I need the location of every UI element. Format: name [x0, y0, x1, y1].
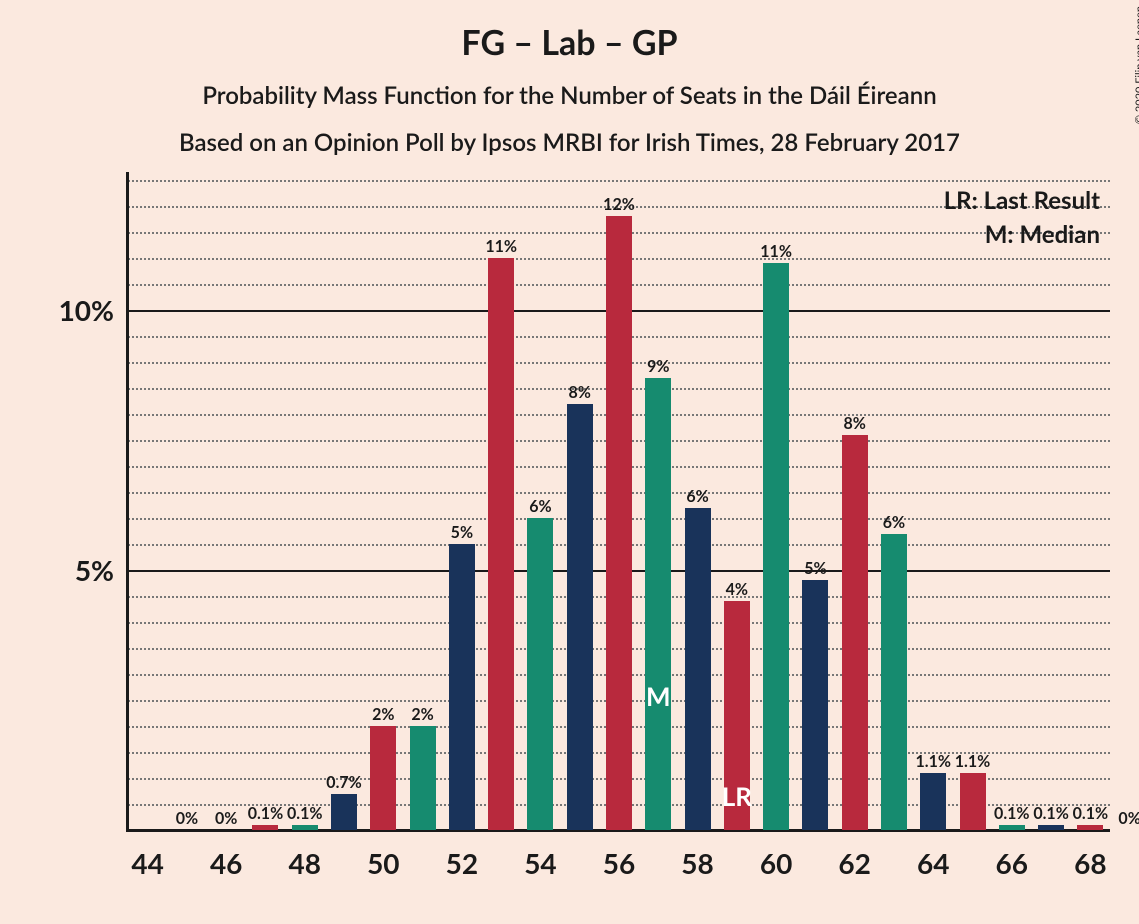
legend-m: M: Median — [985, 220, 1100, 249]
bar-value-label: 11% — [485, 237, 517, 258]
bar-value-label: 12% — [603, 195, 635, 216]
bar: 6% — [881, 534, 907, 830]
x-tick-label: 54 — [524, 830, 556, 880]
bar: 1.1% — [920, 773, 946, 830]
bar: 11% — [488, 258, 514, 830]
bar-value-label: 0% — [176, 809, 198, 830]
bar-inner-label: M — [646, 680, 671, 712]
bar-value-label: 6% — [529, 497, 551, 518]
bar: 0.1% — [252, 825, 278, 830]
bar-value-label: 5% — [804, 559, 826, 580]
chart-subtitle-1: Probability Mass Function for the Number… — [0, 63, 1139, 110]
x-tick-label: 66 — [996, 830, 1028, 880]
bar: 2% — [410, 726, 436, 830]
bar: 6% — [527, 518, 553, 830]
bar-value-label: 11% — [760, 242, 792, 263]
bar-value-label: 4% — [726, 580, 748, 601]
x-tick-label: 48 — [289, 830, 321, 880]
y-tick-label: 5% — [75, 553, 128, 587]
bar: 0.1% — [292, 825, 318, 830]
y-axis — [126, 172, 129, 832]
chart-subtitle-2: Based on an Opinion Poll by Ipsos MRBI f… — [0, 110, 1139, 157]
x-tick-label: 44 — [131, 830, 163, 880]
bar-value-label: 2% — [411, 705, 433, 726]
bar-value-label: 0.1% — [1033, 804, 1068, 825]
bar: 2% — [370, 726, 396, 830]
bar-value-label: 0% — [1118, 809, 1139, 830]
bar: 12% — [606, 216, 632, 830]
bar: 6% — [685, 508, 711, 830]
x-tick-label: 58 — [681, 830, 713, 880]
bar-value-label: 0.1% — [287, 804, 322, 825]
bar-value-label: 0.7% — [326, 773, 361, 794]
bar-value-label: 0.1% — [1073, 804, 1108, 825]
bar: 4%LR — [724, 601, 750, 830]
bar: 0.1% — [999, 825, 1025, 830]
x-tick-label: 56 — [603, 830, 635, 880]
bar: 5% — [449, 544, 475, 830]
bar-value-label: 2% — [372, 705, 394, 726]
bar-value-label: 8% — [843, 414, 865, 435]
x-tick-label: 46 — [210, 830, 242, 880]
plot-area: 5%10%444648505254565860626466680%0%0.1%0… — [128, 180, 1110, 830]
gridline-minor — [128, 180, 1110, 182]
bar-value-label: 0.1% — [248, 804, 283, 825]
bar-value-label: 9% — [647, 357, 669, 378]
x-tick-label: 64 — [917, 830, 949, 880]
bar: 0.1% — [1077, 825, 1103, 830]
bar-value-label: 0.1% — [994, 804, 1029, 825]
x-tick-label: 52 — [446, 830, 478, 880]
bar: 1.1% — [960, 773, 986, 830]
bar: 0.7% — [331, 794, 357, 830]
bar: 0.1% — [1038, 825, 1064, 830]
y-tick-label: 10% — [59, 293, 128, 327]
copyright-text: © 2020 Filip van Laenen — [1133, 6, 1139, 124]
legend-lr: LR: Last Result — [944, 186, 1100, 215]
x-tick-label: 68 — [1074, 830, 1106, 880]
x-tick-label: 50 — [367, 830, 399, 880]
bar-inner-label: LR — [722, 780, 752, 812]
bar-value-label: 6% — [686, 487, 708, 508]
x-tick-label: 60 — [760, 830, 792, 880]
bar: 5% — [802, 580, 828, 830]
bar-value-label: 1.1% — [915, 752, 950, 773]
bar: 9%M — [645, 378, 671, 830]
x-tick-label: 62 — [838, 830, 870, 880]
bar-value-label: 0% — [215, 809, 237, 830]
bar-value-label: 1.1% — [955, 752, 990, 773]
bar: 11% — [763, 263, 789, 830]
bar: 8% — [842, 435, 868, 830]
bar-value-label: 5% — [451, 523, 473, 544]
bar: 8% — [567, 404, 593, 830]
bar-value-label: 6% — [883, 513, 905, 534]
chart-title: FG – Lab – GP — [0, 0, 1139, 63]
bar-value-label: 8% — [569, 383, 591, 404]
